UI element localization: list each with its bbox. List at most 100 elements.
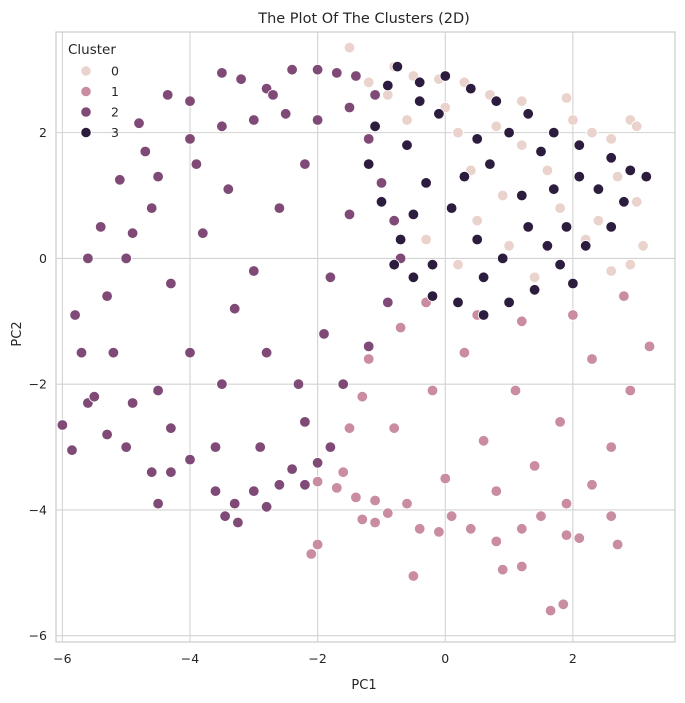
x-tick-label: −6 — [53, 651, 71, 666]
data-point — [228, 303, 241, 315]
data-point — [394, 233, 407, 246]
data-point — [209, 441, 222, 453]
data-point — [311, 457, 324, 469]
data-point — [222, 183, 235, 195]
data-point — [618, 290, 630, 302]
data-point — [554, 416, 566, 428]
data-point — [139, 145, 152, 158]
data-point — [509, 384, 522, 397]
plot-area — [56, 32, 675, 642]
data-point — [356, 513, 369, 526]
legend-label: 1 — [111, 84, 119, 99]
data-point — [407, 271, 420, 284]
data-point — [426, 290, 439, 302]
data-point — [522, 108, 534, 120]
data-point — [586, 353, 598, 365]
data-point — [197, 227, 209, 239]
data-point — [573, 139, 586, 151]
data-point — [216, 378, 228, 390]
data-point — [260, 501, 273, 513]
data-point — [586, 479, 598, 491]
data-point — [544, 604, 557, 617]
data-point — [382, 79, 394, 92]
data-point — [394, 321, 407, 334]
data-point — [184, 453, 196, 466]
data-point — [337, 378, 349, 390]
data-point — [605, 133, 617, 145]
data-point — [503, 126, 515, 139]
data-point — [331, 482, 343, 494]
data-point — [631, 196, 643, 208]
data-point — [350, 491, 362, 504]
data-point — [363, 353, 375, 365]
data-point — [445, 202, 458, 214]
data-point — [445, 510, 458, 522]
x-tick-label: 0 — [441, 651, 449, 666]
data-point — [439, 70, 452, 82]
data-point — [522, 221, 534, 233]
data-point — [286, 63, 298, 76]
data-point — [407, 208, 420, 221]
data-point — [56, 419, 69, 431]
data-point — [254, 441, 266, 453]
data-point — [452, 259, 464, 271]
data-point — [554, 259, 566, 271]
data-point — [184, 95, 196, 107]
data-point — [248, 485, 260, 497]
data-point — [557, 598, 570, 611]
data-point — [190, 158, 203, 170]
data-point — [426, 259, 439, 271]
data-point — [490, 95, 503, 107]
data-point — [165, 277, 177, 290]
legend: Cluster 0 1 2 3 — [68, 42, 119, 140]
data-point — [273, 479, 286, 491]
data-point — [324, 271, 337, 284]
y-tick-label: 2 — [39, 125, 47, 140]
data-point — [484, 158, 496, 170]
data-point — [414, 523, 426, 535]
data-point — [382, 507, 394, 519]
data-point — [426, 384, 439, 397]
data-point — [516, 560, 528, 573]
data-point — [120, 441, 132, 453]
data-point — [560, 221, 573, 233]
data-point — [388, 422, 400, 434]
data-point — [382, 296, 394, 309]
data-point — [490, 120, 503, 133]
data-point — [624, 384, 637, 397]
data-point — [94, 221, 107, 233]
data-point — [573, 170, 586, 183]
data-point — [605, 510, 617, 522]
data-point — [580, 240, 592, 252]
data-point — [145, 466, 158, 478]
data-point — [640, 170, 653, 183]
data-point — [356, 391, 369, 403]
x-tick-label: −4 — [181, 651, 199, 666]
data-point — [311, 63, 324, 76]
data-point — [548, 126, 560, 139]
data-point — [114, 174, 126, 186]
data-point — [88, 391, 101, 403]
data-point — [311, 538, 324, 551]
data-point — [605, 152, 617, 164]
data-point — [120, 252, 132, 265]
data-point — [101, 290, 113, 302]
y-tick-label: −6 — [29, 628, 47, 643]
data-point — [343, 101, 356, 114]
data-point — [567, 277, 579, 290]
data-point — [126, 397, 139, 409]
data-point — [363, 340, 375, 353]
data-point — [343, 422, 356, 434]
data-point — [471, 233, 483, 246]
data-point — [107, 347, 120, 359]
data-point — [133, 117, 145, 129]
data-point — [337, 466, 349, 478]
data-point — [618, 196, 630, 208]
data-point — [324, 441, 337, 453]
data-point — [535, 145, 547, 158]
plot-frame — [55, 31, 676, 643]
data-point — [299, 416, 311, 428]
data-point — [490, 485, 503, 497]
data-point — [369, 494, 381, 507]
